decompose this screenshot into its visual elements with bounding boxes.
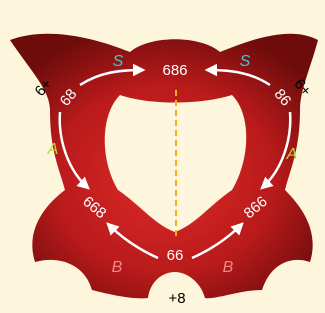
edge-label: A — [47, 141, 59, 158]
edge-label: S — [113, 53, 124, 70]
outer-label: +8 — [168, 290, 185, 307]
edge-label: B — [223, 259, 234, 276]
diagram: 686 68 86 668 866 66 S S A A B B 6+ 6+ +… — [0, 0, 325, 313]
edge-label: B — [112, 259, 123, 276]
edge-label: A — [286, 146, 298, 163]
node-label: 686 — [162, 62, 187, 79]
node-label: 66 — [167, 247, 184, 264]
edge-label: S — [240, 53, 251, 70]
page: 686 68 86 668 866 66 S S A A B B 6+ 6+ +… — [0, 0, 325, 313]
